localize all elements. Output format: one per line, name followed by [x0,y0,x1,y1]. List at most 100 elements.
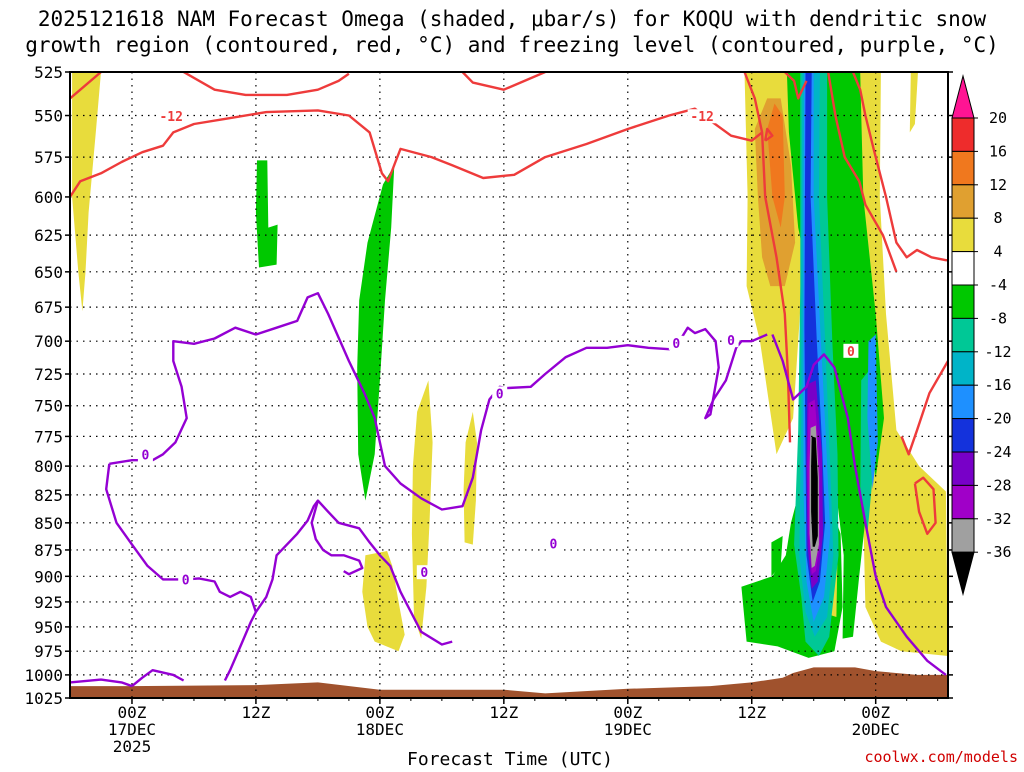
red-contour-0 [70,107,763,198]
y-tick-label: 700 [34,332,63,351]
purple-contour-6 [771,334,947,676]
colorbar-band [951,150,975,186]
contour-label: -12 [159,110,182,125]
y-tick-label: 750 [34,397,63,416]
x-tick-date: 19DEC [604,720,652,739]
omega-yellow-far [909,72,918,133]
colorbar-label: -36 [984,543,1011,561]
contour-label-bg [137,447,153,462]
x-tick-label: 00Z [613,703,642,722]
colorbar-band [951,518,975,553]
omega-green-small [255,160,278,268]
x-tick-label: 00Z [118,703,147,722]
colorbar-label: 16 [989,142,1007,160]
contour-label-bg [687,109,717,124]
credit-text: coolwx.com/models [864,748,1018,766]
omega-black [811,436,818,547]
colorbar-band [951,384,975,420]
omega-blue-right [867,334,878,490]
x-axis-title: Forecast Time (UTC) [407,749,613,768]
y-tick-label: 925 [34,593,63,612]
chart-title-line2: growth region (contoured, red, °C) and f… [25,33,999,57]
contour-label: 0 [141,449,149,464]
y-tick-label: 900 [34,567,63,586]
red-contour-4 [764,127,774,142]
red-contour-5 [743,72,792,443]
y-tick-label: 1000 [24,666,63,685]
y-tick-label: 975 [34,642,63,661]
purple-contour-4 [105,463,258,613]
y-tick-label: 600 [34,188,63,207]
colorbar-arrow-top [951,74,975,119]
x-tick-date: 18DEC [356,720,404,739]
colorbar-arrow-bottom [951,551,975,597]
colorbar-label: -20 [984,410,1011,428]
omega-yellow-1 [411,380,433,639]
contour-label: 0 [420,566,428,581]
red-contour-10 [913,476,937,535]
omega-green-00z18 [357,165,395,501]
colorbar-band [951,484,975,520]
omega-yellow-topleft [72,72,101,312]
purple-contour-3 [109,292,768,511]
colorbar-label: -8 [989,309,1007,327]
y-tick-label: 850 [34,514,63,533]
contour-label-bg [416,565,432,580]
colorbar-band [951,317,975,353]
colorbar-band [951,418,975,453]
y-tick-label: 575 [34,148,63,167]
colorbar-label: 8 [993,209,1002,227]
colorbar-label: -12 [984,343,1011,361]
contour-label: 0 [672,337,680,352]
y-tick-label: 775 [34,427,63,446]
colorbar-band [951,117,975,152]
omega-yellow-2 [362,551,405,652]
colorbar-band [951,251,975,286]
y-tick-label: 675 [34,298,63,317]
x-tick-label: 00Z [365,703,394,722]
x-tick-date: 20DEC [852,720,900,739]
red-contour-7 [827,72,898,273]
y-tick-label: 550 [34,107,63,126]
x-tick-label: 12Z [489,703,518,722]
colorbar-band [951,451,975,486]
omega-green-lower2 [771,536,783,577]
contour-label-bg [492,386,508,401]
x-tick-label: 12Z [241,703,270,722]
contour-label-bg [843,343,859,358]
purple-contour-0 [70,678,133,688]
omega-yellow-right [853,72,948,656]
y-tick-label: 525 [34,63,63,82]
purple-contour-5 [310,500,364,576]
colorbar-band [951,217,975,253]
colorbar-label: 12 [989,176,1007,194]
colorbar-label: -28 [984,476,1011,494]
x-tick-date: 17DEC [108,720,156,739]
purple-contour-1 [131,669,185,688]
red-contour-8 [851,72,948,262]
colorbar-label: -16 [984,376,1011,394]
colorbar-band [951,184,975,219]
y-tick-label: 875 [34,541,63,560]
chart-title-line1: 2025121618 NAM Forecast Omega (shaded, μ… [38,7,987,31]
red-contour-9 [900,360,948,456]
y-tick-label: 1025 [24,689,63,708]
y-tick-label: 625 [34,226,63,245]
x-tick-label: 00Z [861,703,890,722]
red-contour-3 [461,72,546,91]
y-tick-label: 800 [34,457,63,476]
red-contour-2 [183,72,350,97]
contour-label: 0 [847,345,855,360]
contour-label-bg [178,572,194,587]
colorbar-label: 4 [993,243,1002,261]
contour-label: 0 [182,573,190,588]
y-tick-label: 650 [34,263,63,282]
contour-label-bg [668,335,684,350]
purple-contour-2 [223,499,453,682]
y-tick-label: 950 [34,618,63,637]
colorbar-label: 20 [989,109,1007,127]
y-tick-label: 725 [34,365,63,384]
colorbar-label: -4 [989,276,1007,294]
